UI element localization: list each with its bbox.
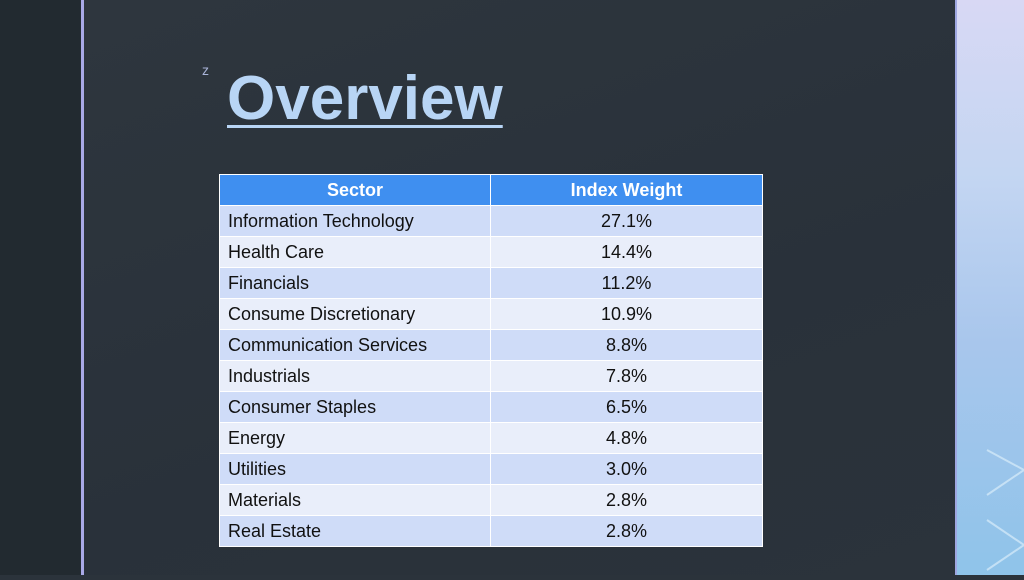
table-row: Health Care 14.4% xyxy=(219,236,763,268)
weight-cell: 3.0% xyxy=(490,453,763,485)
sector-cell: Information Technology xyxy=(219,205,491,237)
weight-cell: 27.1% xyxy=(490,205,763,237)
table-row: Materials 2.8% xyxy=(219,484,763,516)
weight-cell: 8.8% xyxy=(490,329,763,361)
sector-cell: Industrials xyxy=(219,360,491,392)
sector-cell: Consume Discretionary xyxy=(219,298,491,330)
weight-cell: 14.4% xyxy=(490,236,763,268)
divider xyxy=(81,0,84,575)
sector-cell: Health Care xyxy=(219,236,491,268)
table-row: Consume Discretionary 10.9% xyxy=(219,298,763,330)
sector-cell: Communication Services xyxy=(219,329,491,361)
left-panel xyxy=(0,0,81,575)
table-row: Financials 11.2% xyxy=(219,267,763,299)
weight-cell: 2.8% xyxy=(490,484,763,516)
sector-cell: Financials xyxy=(219,267,491,299)
sector-cell: Consumer Staples xyxy=(219,391,491,423)
right-panel xyxy=(955,0,1024,575)
header-cell: Sector xyxy=(219,174,491,206)
sector-cell: Energy xyxy=(219,422,491,454)
table-row: Energy 4.8% xyxy=(219,422,763,454)
decoration xyxy=(986,449,1024,571)
table-row: Industrials 7.8% xyxy=(219,360,763,392)
weight-cell: 6.5% xyxy=(490,391,763,423)
sector-table: Sector Index Weight Information Technolog… xyxy=(219,174,763,547)
header-cell: Index Weight xyxy=(490,174,763,206)
sector-cell: Real Estate xyxy=(219,515,491,547)
slide-title: Overview xyxy=(227,64,503,133)
weight-cell: 2.8% xyxy=(490,515,763,547)
weight-cell: 10.9% xyxy=(490,298,763,330)
table-row: Communication Services 8.8% xyxy=(219,329,763,361)
weight-cell: 11.2% xyxy=(490,267,763,299)
table-row: Information Technology 27.1% xyxy=(219,205,763,237)
slide-marker: z xyxy=(202,62,209,78)
sector-cell: Materials xyxy=(219,484,491,516)
weight-cell: 7.8% xyxy=(490,360,763,392)
sector-cell: Utilities xyxy=(219,453,491,485)
weight-cell: 4.8% xyxy=(490,422,763,454)
table-row: Real Estate 2.8% xyxy=(219,515,763,547)
header-row: Sector Index Weight xyxy=(219,174,763,206)
table-row: Utilities 3.0% xyxy=(219,453,763,485)
table-row: Consumer Staples 6.5% xyxy=(219,391,763,423)
